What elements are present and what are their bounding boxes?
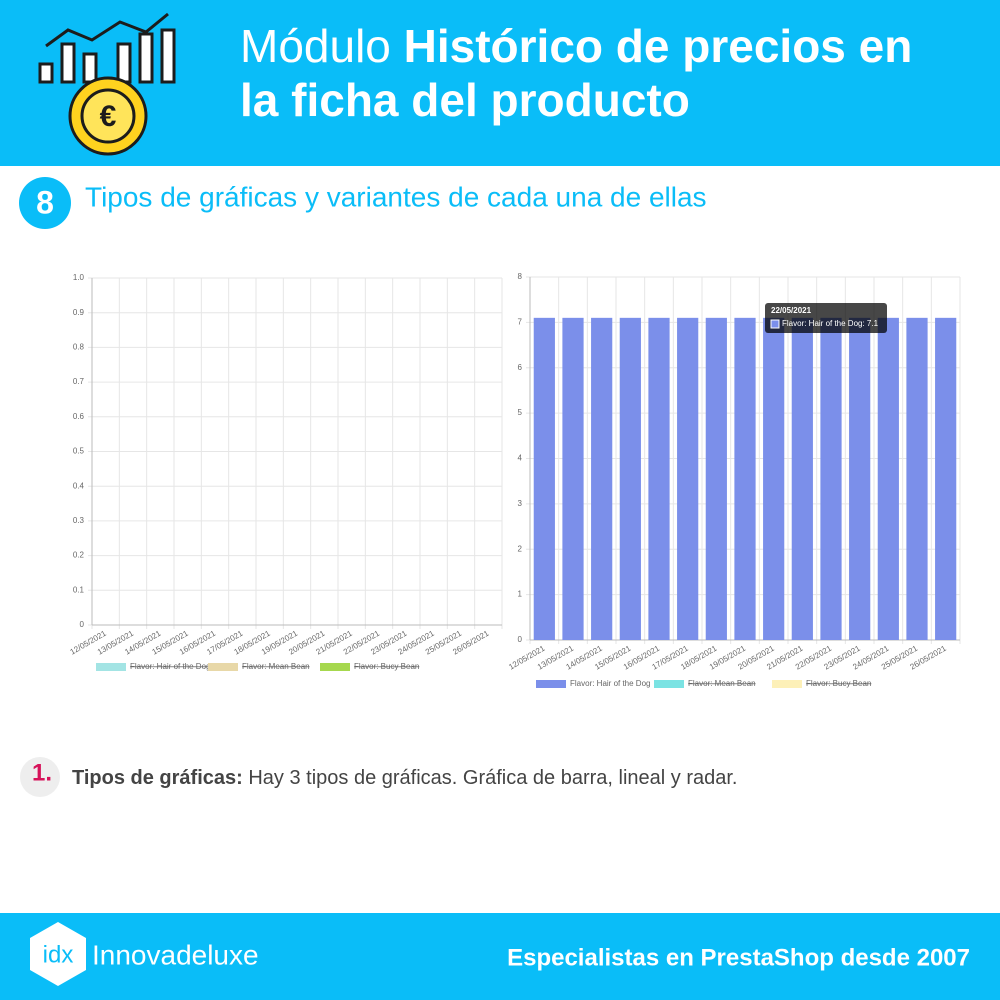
bar xyxy=(705,317,727,640)
section-title: Tipos de gráficas y variantes de cada un… xyxy=(85,181,707,212)
y-tick-label: 6 xyxy=(518,363,523,372)
point-number: 1. xyxy=(32,759,52,786)
bar xyxy=(935,317,957,640)
bar xyxy=(677,317,699,640)
svg-text:€: € xyxy=(100,100,117,133)
y-tick-label: 0.2 xyxy=(73,551,85,560)
legend-label: Flavor: Mean Bean xyxy=(242,662,310,671)
y-tick-label: 8 xyxy=(518,272,523,281)
tooltip-swatch xyxy=(770,319,780,329)
point-body: Hay 3 tipos de gráficas. Gráfica de barr… xyxy=(248,767,737,789)
header-title: Módulo Histórico de precios en xyxy=(240,20,912,72)
bar xyxy=(648,317,670,640)
point-badge xyxy=(20,757,60,797)
bar xyxy=(763,317,785,640)
logo-name: Innovadeluxe xyxy=(92,939,259,970)
y-tick-label: 0.9 xyxy=(73,308,85,317)
bar xyxy=(820,317,842,640)
legend-label: Flavor: Mean Bean xyxy=(688,679,756,688)
y-tick-label: 1 xyxy=(518,590,523,599)
legend-label: Flavor: Hair of the Dog xyxy=(570,679,650,688)
legend-swatch xyxy=(208,663,238,671)
y-tick-label: 0 xyxy=(80,620,85,629)
y-tick-label: 5 xyxy=(518,408,523,417)
logo-hexagon xyxy=(30,922,86,986)
legend-label: Flavor: Bucy Bean xyxy=(806,679,871,688)
legend-swatch xyxy=(654,680,684,688)
bar xyxy=(791,317,813,640)
title-bold: Histórico de precios en xyxy=(404,20,913,72)
legend-swatch xyxy=(772,680,802,688)
bar xyxy=(849,317,871,640)
bar xyxy=(533,317,555,640)
y-tick-label: 0.6 xyxy=(73,412,85,421)
legend-label: Flavor: Hair of the Dog xyxy=(130,662,210,671)
title-light: Módulo xyxy=(240,20,391,72)
y-tick-label: 0.4 xyxy=(73,481,85,490)
bar xyxy=(877,317,899,640)
header-title-line2: la ficha del producto xyxy=(240,74,690,126)
y-tick-label: 2 xyxy=(518,544,523,553)
y-tick-label: 0.5 xyxy=(73,447,85,456)
bar xyxy=(562,317,584,640)
bar xyxy=(734,317,756,640)
logo-mark: idx xyxy=(43,941,74,968)
y-tick-label: 1.0 xyxy=(73,273,85,282)
slogan: Especialistas en PrestaShop desde 2007 xyxy=(507,944,970,971)
bar xyxy=(906,317,928,640)
legend-swatch xyxy=(320,663,350,671)
section-number: 8 xyxy=(36,184,54,220)
footer-band xyxy=(0,913,1000,1000)
y-tick-label: 0.3 xyxy=(73,516,85,525)
tooltip-label: Flavor: Hair of the Dog: 7.1 xyxy=(782,319,879,328)
y-tick-label: 0.1 xyxy=(73,585,85,594)
y-tick-label: 0 xyxy=(518,635,523,644)
point-text: Tipos de gráficas: Hay 3 tipos de gráfic… xyxy=(72,767,738,789)
point-bold: Tipos de gráficas: xyxy=(72,767,243,789)
legend-swatch xyxy=(96,663,126,671)
header-icon: € xyxy=(38,12,176,156)
bar xyxy=(591,317,613,640)
y-tick-label: 7 xyxy=(518,317,523,326)
section-badge xyxy=(19,177,71,229)
tooltip-title: 22/05/2021 xyxy=(771,306,812,315)
y-tick-label: 4 xyxy=(518,454,523,463)
legend-label: Flavor: Bucy Bean xyxy=(354,662,419,671)
y-tick-label: 0.7 xyxy=(73,377,85,386)
y-tick-label: 3 xyxy=(518,499,523,508)
tooltip-box xyxy=(765,303,887,333)
y-tick-label: 0.8 xyxy=(73,343,85,352)
bar xyxy=(619,317,641,640)
charts: 00.10.20.30.40.50.60.70.80.91.012/05/202… xyxy=(69,272,961,688)
legend-swatch xyxy=(536,680,566,688)
